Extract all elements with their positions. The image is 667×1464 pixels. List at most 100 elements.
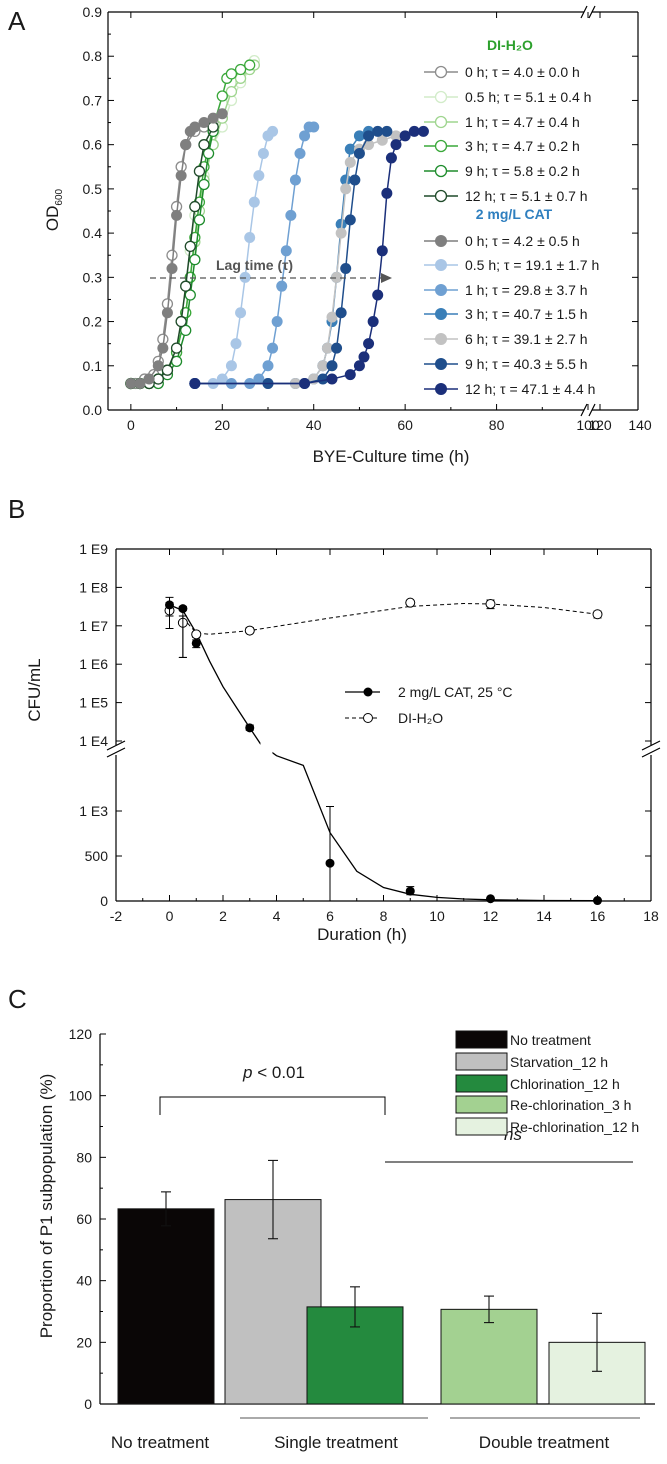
y-tick-label: 0 <box>100 893 108 909</box>
y-tick-label: 0 <box>84 1396 92 1412</box>
data-point <box>326 311 338 323</box>
data-point <box>191 629 202 640</box>
data-point <box>225 85 238 98</box>
axis-break-mark <box>106 740 126 751</box>
data-point <box>171 209 183 221</box>
series-12 <box>189 125 429 389</box>
data-point <box>230 338 242 350</box>
legend-swatch <box>455 1095 508 1114</box>
group-label: No treatment <box>111 1433 210 1452</box>
data-point <box>191 638 201 648</box>
y-tick-label: 60 <box>76 1211 92 1227</box>
data-point <box>189 121 201 133</box>
legend-label-di: DI-H₂O <box>398 710 443 726</box>
data-point <box>363 130 375 142</box>
x-tick-label: 18 <box>643 908 659 924</box>
data-point <box>367 316 379 328</box>
legend-title-di: DI-H₂O <box>487 37 533 53</box>
lag-time-arrow-head <box>381 273 392 283</box>
data-point <box>166 249 178 261</box>
panel-a-legend: DI-H₂O 2 mg/L CAT 0 h; τ = 4.0 ± 0.0 h 0.5 … <box>424 37 599 397</box>
data-point <box>349 174 361 186</box>
y-tick-label: 1 E6 <box>79 656 108 672</box>
bar <box>117 1208 215 1405</box>
data-point <box>175 315 187 328</box>
data-point <box>134 377 146 389</box>
data-point <box>248 196 260 208</box>
y-tick-label: 0.4 <box>83 225 103 241</box>
data-point <box>353 360 365 372</box>
data-point <box>289 174 301 186</box>
data-point <box>285 209 297 221</box>
legend-label: 3 h; τ = 40.7 ± 1.5 h <box>465 306 588 322</box>
ns-label: ns <box>504 1125 522 1144</box>
legend-label: 1 h; τ = 4.7 ± 0.4 h <box>465 114 580 130</box>
data-point <box>225 360 237 372</box>
x-tick-label: 2 <box>219 908 227 924</box>
data-point <box>331 271 343 283</box>
data-point <box>317 360 329 372</box>
y-tick-label: 40 <box>76 1273 92 1289</box>
legend-marker <box>435 235 447 247</box>
y-tick-label: 0.9 <box>83 4 103 20</box>
y-tick-label: 0.7 <box>83 92 103 108</box>
x-tick-label: 20 <box>214 417 230 433</box>
data-point <box>189 200 201 213</box>
data-point <box>198 117 210 129</box>
y-tick-label: 0.2 <box>83 314 103 330</box>
bar <box>440 1308 538 1405</box>
data-point <box>344 156 356 168</box>
y-tick-label: 0.8 <box>83 48 103 64</box>
data-point <box>216 108 228 120</box>
data-point <box>372 289 384 301</box>
data-point <box>335 218 347 230</box>
legend-label: 12 h; τ = 5.1 ± 0.7 h <box>465 188 588 204</box>
data-point <box>385 152 397 164</box>
y-tick-label: 0.1 <box>83 358 103 374</box>
panel-c-ylabel: Proportion of P1 subpopulation (%) <box>37 1074 56 1339</box>
data-point <box>253 373 265 385</box>
legend-label-cat: 2 mg/L CAT, 25 °C <box>398 684 513 700</box>
data-point <box>180 324 192 337</box>
data-point <box>335 307 347 319</box>
data-point <box>344 369 356 381</box>
y-tick-label: 1 E9 <box>79 541 108 557</box>
x-tick-label: 140 <box>628 417 652 433</box>
legend-marker-cat <box>363 687 373 697</box>
data-point <box>276 280 288 292</box>
legend-marker <box>435 383 447 395</box>
data-point <box>325 858 335 868</box>
legend-marker <box>434 189 448 203</box>
series-cat <box>165 596 602 906</box>
data-point <box>308 121 320 133</box>
data-point <box>321 342 333 354</box>
legend-label: Re-chlorination_12 h <box>510 1119 639 1135</box>
axis-break-gap <box>643 745 659 755</box>
x-tick-label: 0 <box>166 908 174 924</box>
data-point <box>405 597 416 608</box>
data-point <box>390 139 402 151</box>
series-line <box>130 64 251 385</box>
legend-marker <box>435 358 447 370</box>
legend-label: Chlorination_12 h <box>510 1076 620 1092</box>
legend-label: No treatment <box>510 1032 591 1048</box>
y-tick-label: 0.0 <box>83 402 103 418</box>
data-point <box>193 165 206 177</box>
legend-label: 0.5 h; τ = 5.1 ± 0.4 h <box>465 89 591 105</box>
panel-c-chart: C 0 20 40 60 80 100 120 p < 0.01 ns No treatment S… <box>8 984 655 1452</box>
legend-marker <box>434 90 448 104</box>
y-tick-label: 100 <box>69 1088 93 1104</box>
axis-break-mark <box>588 5 596 19</box>
legend-label: 9 h; τ = 40.3 ± 5.5 h <box>465 356 588 372</box>
data-point <box>189 253 201 266</box>
x-tick-label: -2 <box>110 908 123 924</box>
data-point <box>372 125 384 137</box>
data-point <box>244 232 256 244</box>
series-di <box>164 597 603 658</box>
x-tick-label: 100 <box>576 417 600 433</box>
data-point <box>363 338 375 350</box>
data-point <box>202 147 215 160</box>
data-point <box>271 316 283 328</box>
data-point <box>376 245 388 257</box>
